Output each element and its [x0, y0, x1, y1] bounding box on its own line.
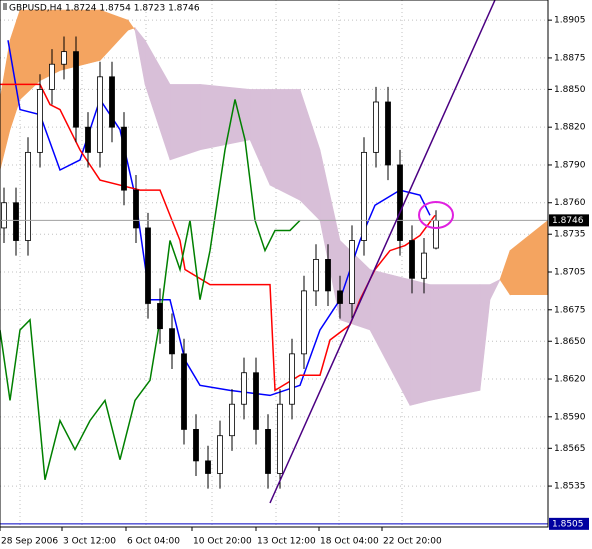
candle-body — [409, 240, 415, 279]
x-tick-label: 13 Oct 12:00 — [257, 537, 316, 547]
candle-body — [1, 202, 7, 229]
candle-body — [193, 429, 199, 462]
candle-body — [241, 372, 247, 405]
trend-line — [269, 0, 496, 504]
y-tick-label: 1.8875 — [554, 53, 586, 63]
candle-body — [205, 460, 211, 474]
candle-body — [433, 219, 439, 249]
candle-body — [265, 429, 271, 474]
candle-body — [385, 101, 391, 166]
candle-body — [229, 403, 235, 437]
indicator-line — [0, 99, 301, 480]
candle-body — [253, 372, 259, 430]
cloud-segment — [509, 219, 548, 295]
candle-body — [289, 353, 295, 405]
candle-body — [157, 303, 163, 330]
candle-body — [373, 101, 379, 153]
y-tick-label: 1.8590 — [554, 412, 586, 422]
highlight-ellipse — [418, 201, 454, 229]
current-price-box — [549, 214, 589, 227]
y-tick-label: 1.8820 — [554, 123, 586, 133]
x-tick-label: 6 Oct 04:00 — [127, 537, 180, 547]
candle-body — [37, 89, 43, 153]
x-tick-label: 28 Sep 2006 — [1, 537, 58, 547]
y-tick-label: 1.8565 — [554, 444, 586, 454]
chart-title: GBPUSD,H4 1.8724 1.8754 1.8723 1.8746 — [9, 4, 200, 14]
candle-body — [145, 227, 151, 304]
candle-body — [85, 126, 91, 153]
candle-body — [25, 151, 31, 241]
x-tick-label: 22 Oct 20:00 — [383, 537, 442, 547]
candle-body — [61, 51, 67, 65]
candle-body — [301, 290, 307, 355]
y-tick-label: 1.8705 — [554, 268, 586, 278]
y-tick-label: 1.8650 — [554, 337, 586, 347]
candle-body — [73, 51, 79, 128]
y-tick-label: 1.8735 — [554, 230, 586, 240]
candle-body — [313, 259, 319, 292]
y-tick-label: 1.8905 — [554, 16, 586, 26]
cloud-segment — [169, 84, 201, 161]
candle-body — [421, 252, 427, 279]
cloud-segment — [429, 284, 481, 401]
candle-body — [277, 403, 283, 474]
candle-body — [133, 189, 139, 229]
candle-body — [49, 63, 55, 90]
candle-body — [217, 435, 223, 474]
indicator-line — [7, 40, 431, 397]
cloud-segment — [269, 89, 301, 201]
y-tick-label: 1.8850 — [554, 85, 586, 95]
plot-area — [0, 9, 548, 525]
candle-body — [97, 76, 103, 153]
candle-body — [13, 202, 19, 241]
x-tick-label: 10 Oct 20:00 — [193, 537, 252, 547]
axes-layer: 1.8905 1.8875 1.8850 1.8820 1.8790 1.8760 1.87… — [0, 16, 589, 547]
y-tick-label: 1.8675 — [554, 305, 586, 315]
candle-body — [325, 259, 331, 292]
level-label: 1.8505 — [552, 519, 584, 529]
candle-body — [361, 151, 367, 241]
candle-body — [109, 76, 115, 128]
x-tick-label: 3 Oct 12:00 — [63, 537, 116, 547]
x-tick-label: 18 Oct 04:00 — [320, 537, 379, 547]
indicator-line — [0, 83, 436, 392]
candle-body — [181, 353, 187, 430]
candle-body — [349, 240, 355, 304]
plot-frame — [0, 0, 549, 528]
cloud-segment — [489, 278, 501, 300]
y-tick-label: 1.8790 — [554, 160, 586, 170]
cloud-segment — [409, 279, 431, 406]
current-price-label: 1.8746 — [552, 216, 584, 226]
y-tick-label: 1.8620 — [554, 375, 586, 385]
level-box — [549, 517, 589, 530]
candle-body — [169, 328, 175, 355]
y-tick-label: 1.8535 — [554, 482, 586, 492]
candle-body — [121, 126, 127, 191]
title-icon — [3, 3, 7, 10]
y-tick-label: 1.8760 — [554, 198, 586, 208]
candle-body — [337, 290, 343, 304]
cloud-segment — [199, 84, 251, 151]
candle-body — [397, 164, 403, 241]
